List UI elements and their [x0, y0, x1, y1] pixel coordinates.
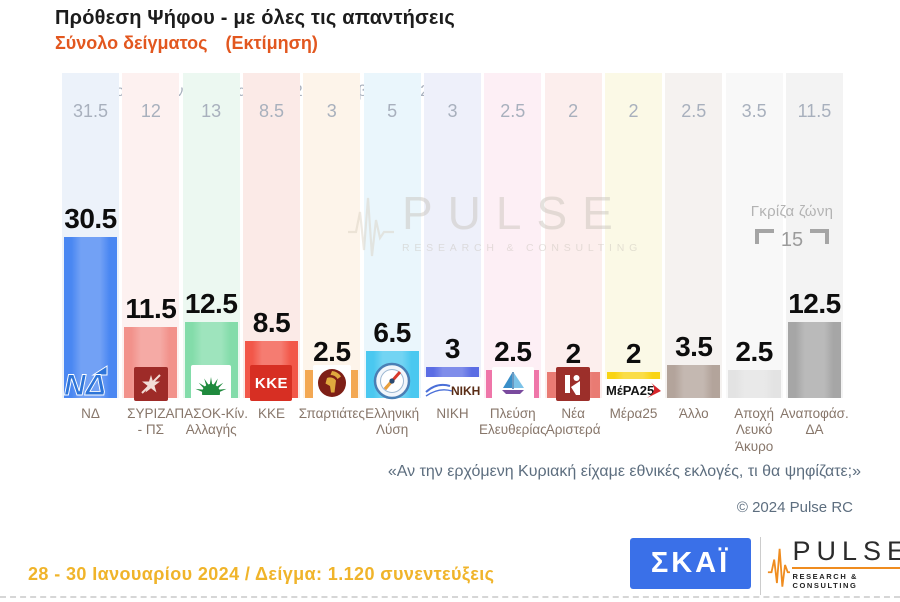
- pulse-logo-title: PULSE: [792, 536, 900, 566]
- result-value: 3: [444, 333, 461, 364]
- previous-survey-value: 12: [140, 101, 161, 121]
- pulse-waveform-icon: [767, 548, 791, 587]
- result-bar: [787, 322, 841, 398]
- result-value: 2: [625, 338, 642, 369]
- svg-text:ΝΙΚΗ: ΝΙΚΗ: [451, 384, 480, 398]
- result-value: 12.5: [184, 288, 238, 319]
- fieldwork-dates: 28 - 30 Ιανουαρίου 2024 / Δείγμα: 1.120 …: [28, 564, 495, 584]
- party-column: 2.5 2.5 Πλεύση Ελευθερίας: [479, 73, 547, 437]
- subtitle-estimate: (Εκτίμηση): [225, 33, 318, 53]
- party-column: 12 11.5 ΣΥΡΙΖΑ - ΠΣ: [122, 73, 180, 437]
- page-title: Πρόθεση Ψήφου - με όλες τις απαντήσεις: [55, 7, 455, 29]
- elliniki-lysi-logo: [371, 361, 413, 401]
- svg-text:ΜέΡΑ25: ΜέΡΑ25: [606, 383, 654, 398]
- result-value: 11.5: [125, 293, 177, 324]
- plefsi-eleftherias-logo: [491, 367, 534, 401]
- party-label: ΝΔ: [81, 406, 100, 421]
- result-value: 2.5: [494, 336, 532, 367]
- pulse-watermark: PULSE RESEARCH & CONSULTING: [346, 188, 642, 262]
- previous-survey-value: 8.5: [258, 101, 284, 121]
- party-column: 2.5 3.5 Άλλο: [665, 73, 723, 421]
- pasok-logo: [191, 365, 232, 401]
- party-label: Ελληνική Λύση: [365, 406, 420, 438]
- pulse-logo: PULSE RESEARCH & CONSULTING: [767, 537, 900, 593]
- party-column: 2 2 Νέα Αριστερά: [544, 73, 602, 437]
- pulse-logo-subtitle: RESEARCH & CONSULTING: [792, 572, 859, 591]
- party-label: Πλεύση Ελευθερίας: [478, 406, 547, 438]
- party-column: 3 3 ΝΙΚΗ ΝΙΚΗ: [423, 73, 482, 421]
- svg-text:ΝΔ: ΝΔ: [64, 369, 106, 401]
- previous-survey-value: 13: [201, 101, 222, 121]
- result-value: 8.5: [252, 307, 291, 338]
- niki-logo: ΝΙΚΗ: [423, 377, 482, 401]
- result-value: 2.5: [735, 336, 773, 367]
- previous-survey-value: 2: [628, 101, 639, 121]
- syriza-logo: [133, 367, 168, 401]
- party-label: Άλλο: [678, 406, 709, 421]
- page-subtitle: Σύνολο δείγματος (Εκτίμηση): [55, 33, 318, 54]
- watermark-subtitle: RESEARCH & CONSULTING: [402, 241, 643, 254]
- subtitle-sample: Σύνολο δείγματος: [55, 33, 208, 53]
- party-column: 3 2.5 Σπαρτιάτες: [299, 73, 365, 421]
- party-column: 3.5 2.5 Αποχή Λευκό Άκυρο: [725, 73, 783, 454]
- party-label: ΚΚΕ: [257, 406, 285, 421]
- party-column: 31.5 30.5 ΝΔ ΝΔ: [62, 73, 119, 421]
- gray-zone-annotation: Γκρίζα ζώνη 15: [740, 203, 844, 250]
- party-column: 11.5 12.5 Αναποφάσ. ΔΑ: [780, 73, 849, 437]
- party-column: 13 12.5 ΠΑΣΟΚ-Κίν. Αλλαγής: [174, 73, 248, 437]
- previous-survey-value: 11.5: [797, 101, 832, 121]
- result-bar: [667, 365, 721, 398]
- party-column: 8.5 8.5 ΚΚΕ ΚΚΕ: [242, 73, 300, 421]
- party-label: Μέρα25: [609, 406, 658, 421]
- skai-logo: ΣΚΑΪ: [630, 538, 751, 589]
- skai-logo-text: ΣΚΑΪ: [650, 547, 731, 579]
- party-label: Αναποφάσ. ΔΑ: [780, 406, 849, 438]
- spartiates-logo: [312, 365, 351, 401]
- party-label: Σπαρτιάτες: [298, 406, 365, 421]
- previous-survey-value: 2.5: [500, 101, 526, 121]
- nea-aristera-logo: [556, 367, 591, 401]
- pulse-waveform-watermark-icon: [348, 197, 394, 257]
- previous-survey-value: 2.5: [681, 101, 707, 121]
- nd-logo: ΝΔ: [63, 363, 119, 401]
- previous-survey-value: 3.5: [741, 101, 767, 121]
- watermark-title: PULSE: [402, 187, 628, 239]
- previous-survey-value: 31.5: [72, 101, 109, 121]
- mera25-logo: ΜέΡΑ25: [604, 379, 663, 401]
- result-value: 3.5: [675, 331, 713, 362]
- footer-logo-divider: [760, 537, 761, 595]
- previous-survey-value: 5: [387, 101, 398, 121]
- result-bar: [64, 237, 117, 398]
- result-value: 12.5: [788, 288, 841, 319]
- result-value: 2: [565, 338, 582, 369]
- survey-question: «Αν την ερχόμενη Κυριακή είχαμε εθνικές …: [387, 463, 861, 480]
- previous-survey-value: 3: [326, 101, 337, 121]
- result-bar: [727, 370, 781, 398]
- gray-zone-label: Γκρίζα ζώνη: [750, 203, 834, 220]
- result-value: 2.5: [313, 336, 351, 367]
- party-label: ΠΑΣΟΚ-Κίν. Αλλαγής: [174, 406, 248, 438]
- gray-zone-right-bracket-icon: [810, 229, 830, 244]
- kke-logo: ΚΚΕ: [250, 365, 293, 401]
- party-label: Νέα Αριστερά: [545, 406, 601, 438]
- bottom-dotted-line: [0, 596, 900, 598]
- previous-survey-value: 3: [447, 101, 458, 121]
- party-label: ΝΙΚΗ: [436, 406, 469, 421]
- party-column: 2 2 ΜέΡΑ25 Μέρα25: [604, 73, 663, 421]
- result-value: 6.5: [373, 317, 411, 348]
- party-column: 5 6.5 Ελληνική Λύση: [363, 73, 421, 437]
- result-value: 30.5: [64, 203, 117, 234]
- gray-zone-value: 15: [780, 229, 804, 251]
- party-label: Αποχή Λευκό Άκυρο: [734, 406, 775, 454]
- copyright-note: © 2024 Pulse RC: [736, 499, 853, 516]
- previous-survey-value: 2: [568, 101, 579, 121]
- gray-zone-left-bracket-icon: [754, 229, 774, 244]
- party-label: ΣΥΡΙΖΑ - ΠΣ: [127, 406, 175, 438]
- pulse-logo-rule: [792, 567, 900, 570]
